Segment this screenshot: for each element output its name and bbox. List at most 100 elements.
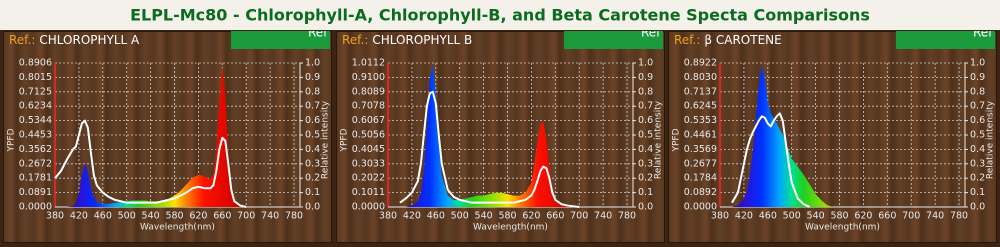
x-axis-title: Wavelength(nm) xyxy=(473,223,548,233)
y-tick-label: 0.6245 xyxy=(684,101,717,112)
button-label: Ref xyxy=(973,26,993,40)
y2-tick-label: 0.1 xyxy=(970,187,985,198)
x-tick-label: 420 xyxy=(403,211,421,222)
y-tick-label: 0.1781 xyxy=(19,173,52,184)
button-bg xyxy=(896,31,995,49)
y-tick-label: 0.8906 xyxy=(19,58,52,69)
x-tick-label: 620 xyxy=(522,211,540,222)
y2-tick-label: 0.6 xyxy=(305,115,320,126)
reference-line xyxy=(54,119,247,208)
y2-tick-label: 0.4 xyxy=(305,144,320,155)
x-tick-label: 780 xyxy=(285,211,303,222)
x-axis-title: Wavelength(nm) xyxy=(140,223,215,233)
y-tick-label: 0.1784 xyxy=(684,173,717,184)
x-tick-label: 500 xyxy=(783,211,801,222)
ref-button[interactable]: Ref xyxy=(231,26,330,50)
y-tick-label: 0.7125 xyxy=(19,86,52,97)
y-tick-label: 0.6067 xyxy=(352,115,385,126)
x-tick-label: 500 xyxy=(118,211,136,222)
y2-axis-title: Relative intensity xyxy=(654,100,664,179)
y-tick-label: 0.1011 xyxy=(352,187,385,198)
spectrum-area xyxy=(720,64,960,207)
x-tick-label: 580 xyxy=(830,211,848,222)
ref-label: Ref.: CHLOROPHYLL B xyxy=(342,33,472,47)
ref-prefix: Ref.: xyxy=(9,33,35,47)
x-tick-label: 740 xyxy=(261,211,279,222)
x-tick-label: 540 xyxy=(807,211,825,222)
x-tick-label: 700 xyxy=(237,211,255,222)
y-tick-label: 0.8030 xyxy=(684,72,717,83)
ref-button[interactable]: Ref xyxy=(564,26,663,50)
y2-tick-label: 0.3 xyxy=(970,158,985,169)
chart: Ref.: CHLOROPHYLL A Ref 380 420 460 500 540 580 6… xyxy=(7,26,331,233)
x-tick-label: 460 xyxy=(427,211,445,222)
x-tick-label: 580 xyxy=(165,211,183,222)
y-tick-label: 0.3569 xyxy=(684,144,717,155)
x-tick-label: 620 xyxy=(854,211,872,222)
x-tick-label: 700 xyxy=(902,211,920,222)
y2-tick-label: 0.8 xyxy=(638,86,653,97)
y2-tick-label: 0.9 xyxy=(970,72,985,83)
y2-tick-label: 0.5 xyxy=(638,130,653,141)
ref-label: Ref.: β CAROTENE xyxy=(674,33,782,47)
ref-button[interactable]: Ref xyxy=(896,26,995,50)
y2-tick-label: 1.0 xyxy=(970,58,985,69)
ref-name: β CAROTENE xyxy=(704,33,781,47)
y2-tick-label: 0.0 xyxy=(970,202,985,213)
ref-prefix: Ref.: xyxy=(674,33,700,47)
y2-tick-label: 0.0 xyxy=(305,202,320,213)
x-tick-label: 420 xyxy=(70,211,88,222)
x-tick-label: 620 xyxy=(189,211,207,222)
y2-tick-label: 0.6 xyxy=(638,115,653,126)
x-tick-label: 500 xyxy=(451,211,469,222)
y-tick-label: 0.0000 xyxy=(352,202,385,213)
y2-tick-label: 0.1 xyxy=(638,187,653,198)
y2-axis-title: Relative intensity xyxy=(321,100,331,179)
y-axis-title: YPFD xyxy=(7,128,17,152)
y-tick-label: 0.0892 xyxy=(684,187,717,198)
y2-tick-label: 0.7 xyxy=(970,101,985,112)
y-tick-label: 0.5344 xyxy=(19,115,52,126)
x-tick-label: 460 xyxy=(94,211,112,222)
x-tick-label: 380 xyxy=(46,211,64,222)
y-tick-label: 0.2672 xyxy=(19,158,52,169)
y-tick-label: 0.0000 xyxy=(684,202,717,213)
y2-tick-label: 0.0 xyxy=(638,202,653,213)
chart: Ref.: CHLOROPHYLL B Ref 380 420 460 500 540 580 6… xyxy=(340,26,664,233)
y2-tick-label: 0.7 xyxy=(305,101,320,112)
y-tick-label: 0.8089 xyxy=(352,86,385,97)
panel xyxy=(668,31,997,243)
y-tick-label: 0.7137 xyxy=(684,86,717,97)
y2-tick-label: 0.5 xyxy=(305,130,320,141)
y-tick-label: 0.3033 xyxy=(352,158,385,169)
x-tick-label: 380 xyxy=(711,211,729,222)
x-tick-label: 780 xyxy=(618,211,636,222)
y2-tick-label: 0.8 xyxy=(970,86,985,97)
reference-line xyxy=(399,90,580,208)
y2-tick-label: 0.2 xyxy=(638,173,653,184)
page-title: ELPL-Mc80 - Chlorophyll-A, Chlorophyll-B… xyxy=(130,6,870,25)
y2-tick-label: 0.2 xyxy=(970,173,985,184)
y-tick-label: 0.9100 xyxy=(352,72,385,83)
y2-tick-label: 1.0 xyxy=(305,58,320,69)
y-tick-label: 1.0112 xyxy=(352,58,385,69)
y-tick-label: 0.2022 xyxy=(352,173,385,184)
y-tick-label: 0.8015 xyxy=(19,72,52,83)
x-tick-label: 660 xyxy=(878,211,896,222)
reference-line xyxy=(731,112,811,208)
x-tick-label: 580 xyxy=(498,211,516,222)
chart: Ref.: β CAROTENE Ref 380 420 460 500 540 580 620 6… xyxy=(672,26,996,233)
x-tick-label: 660 xyxy=(546,211,564,222)
y2-tick-label: 0.3 xyxy=(305,158,320,169)
button-label: Ref xyxy=(641,26,661,40)
x-tick-label: 660 xyxy=(213,211,231,222)
y-tick-label: 0.5056 xyxy=(352,130,385,141)
y-tick-label: 0.4461 xyxy=(684,130,717,141)
y2-tick-label: 0.2 xyxy=(305,173,320,184)
y2-tick-label: 0.1 xyxy=(305,187,320,198)
button-bg xyxy=(564,31,663,49)
x-axis-title: Wavelength(nm) xyxy=(805,223,880,233)
title-bar xyxy=(0,0,1000,30)
y-tick-label: 0.3562 xyxy=(19,144,52,155)
